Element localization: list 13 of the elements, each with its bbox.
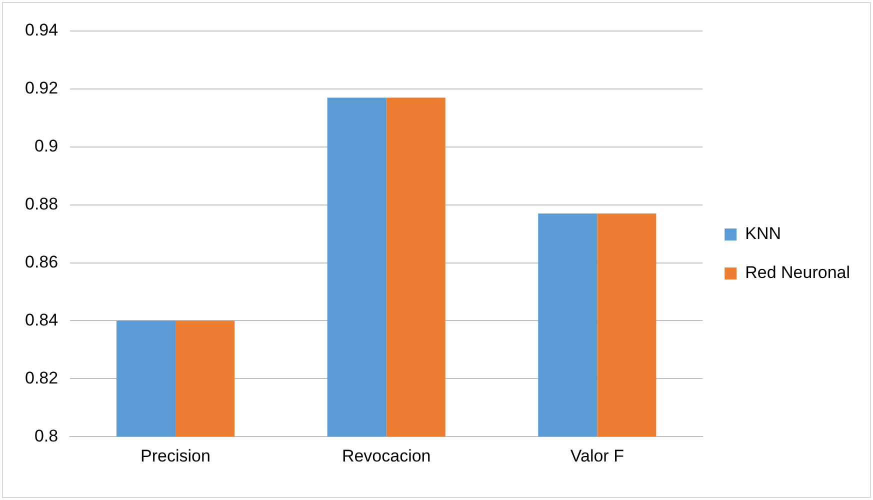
legend-label: KNN xyxy=(745,224,782,244)
y-tick-label: 0.8 xyxy=(34,426,58,446)
y-tick-label: 0.86 xyxy=(24,252,58,272)
y-tick-label: 0.92 xyxy=(24,78,58,98)
y-tick-label: 0.82 xyxy=(24,368,58,388)
x-tick-label: Revocacion xyxy=(342,446,431,466)
x-tick-label: Precision xyxy=(140,446,210,466)
legend-label: Red Neuronal xyxy=(745,263,850,282)
x-tick-label: Valor F xyxy=(570,446,624,466)
y-tick-label: 0.84 xyxy=(24,310,58,330)
y-tick-label: 0.88 xyxy=(24,194,58,214)
y-tick-label: 0.94 xyxy=(24,20,58,40)
y-tick-label: 0.9 xyxy=(34,136,58,156)
